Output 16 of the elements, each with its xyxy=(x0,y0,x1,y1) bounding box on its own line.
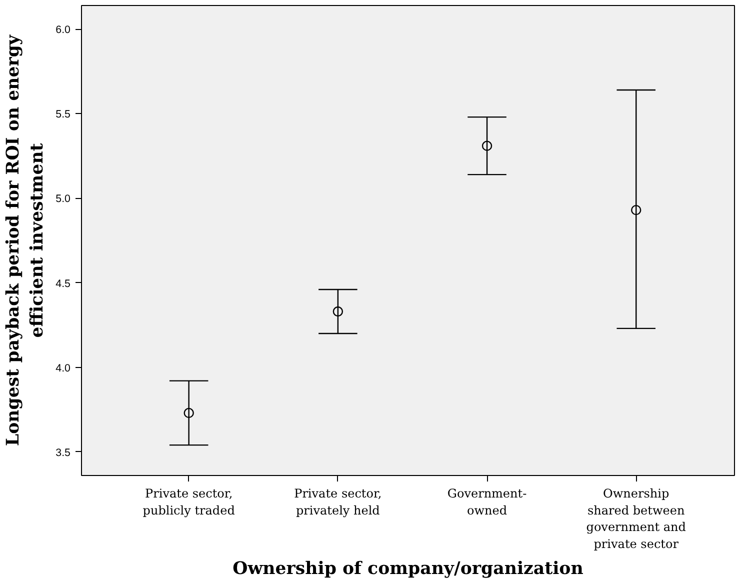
point xyxy=(482,140,492,151)
point xyxy=(332,306,344,317)
x-tick-label: Ownership shared between government and private sector xyxy=(586,486,686,551)
x-tick-label: Government- owned xyxy=(447,486,527,518)
y-tick-label: 5.5 xyxy=(56,108,71,121)
x-tick-label: Private sector, publicly traded xyxy=(142,486,236,518)
y-tick-label: 4.5 xyxy=(56,278,71,290)
y-tick-label: 5.0 xyxy=(56,193,71,206)
point xyxy=(184,408,194,418)
y-tick-label: 6.0 xyxy=(56,24,71,36)
point xyxy=(631,204,642,216)
x-tick-label: Private sector, privately held xyxy=(294,486,382,518)
y-axis-title: Longest payback period for ROI on energy efficient investment xyxy=(4,34,48,446)
y-tick-label: 4.0 xyxy=(56,362,71,374)
y-tick-label: 3.5 xyxy=(56,446,71,459)
x-axis-title: Ownership of company/organization xyxy=(232,558,584,579)
